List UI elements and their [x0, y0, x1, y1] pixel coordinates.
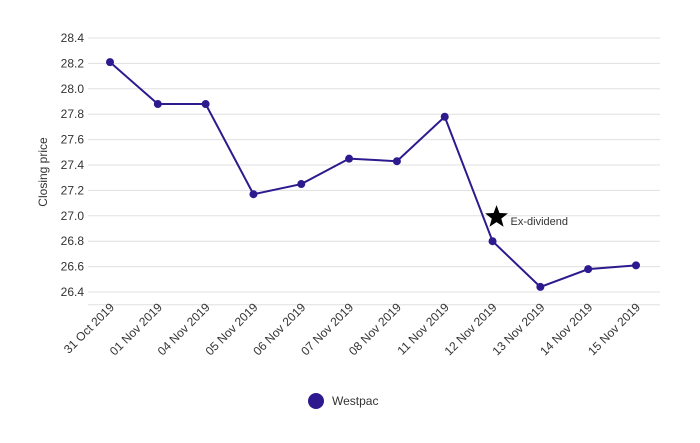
- data-point: [536, 282, 545, 291]
- star-icon: [485, 205, 508, 227]
- series-westpac: [106, 58, 640, 291]
- data-point: [297, 180, 306, 189]
- y-tick-label: 28.0: [61, 82, 85, 96]
- data-point: [153, 100, 162, 109]
- y-tick-label: 26.8: [61, 234, 85, 248]
- data-point: [249, 190, 258, 199]
- y-axis-title: Closing price: [36, 137, 50, 207]
- legend[interactable]: Westpac: [308, 393, 378, 409]
- y-tick-label: 28.4: [61, 31, 85, 45]
- y-tick-label: 26.4: [61, 285, 85, 299]
- y-tick-label: 28.2: [61, 56, 85, 70]
- data-point: [392, 157, 401, 166]
- annotation-label: Ex-dividend: [511, 216, 568, 228]
- data-point: [632, 261, 640, 270]
- data-point: [106, 58, 114, 67]
- y-tick-label: 27.0: [61, 209, 85, 223]
- data-point: [488, 237, 497, 246]
- data-point: [584, 265, 593, 274]
- y-tick-label: 27.4: [61, 158, 85, 172]
- legend-marker: [308, 393, 324, 409]
- y-tick-label: 27.6: [61, 133, 85, 147]
- legend-label: Westpac: [332, 394, 378, 408]
- data-point: [440, 112, 449, 121]
- y-tick-label: 27.2: [61, 183, 85, 197]
- series-line: [109, 61, 637, 289]
- data-point: [201, 100, 210, 109]
- grid-lines: [88, 37, 660, 306]
- annotations: Ex-dividend: [485, 205, 568, 228]
- y-tick-label: 27.8: [61, 107, 85, 121]
- data-point: [345, 154, 354, 163]
- y-tick-label: 26.6: [61, 260, 85, 274]
- y-axis-ticks: 28.4 28.2 28.0 27.8 27.6 27.4 27.2 27.0 26.8 26.6…: [61, 31, 85, 299]
